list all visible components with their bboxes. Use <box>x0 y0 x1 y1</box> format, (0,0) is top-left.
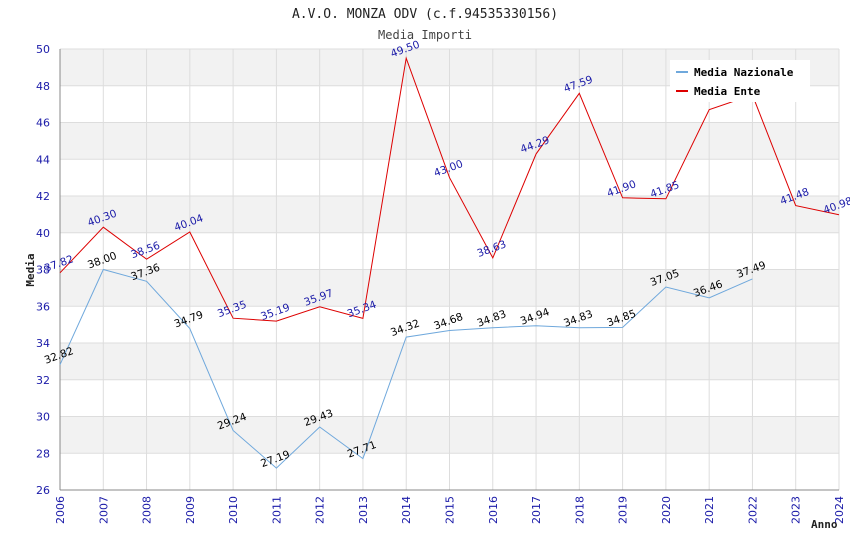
x-tick-label: 2014 <box>400 496 413 524</box>
x-tick-label: 2019 <box>617 496 630 524</box>
x-tick-label: 2013 <box>357 496 370 524</box>
data-label: 38.00 <box>86 250 118 272</box>
data-label: 34.68 <box>432 311 464 333</box>
data-label: 43.00 <box>432 158 464 180</box>
x-tick-label: 2011 <box>270 496 283 524</box>
y-tick-label: 28 <box>36 447 50 460</box>
data-label: 34.83 <box>562 308 594 330</box>
y-tick-label: 34 <box>36 337 50 350</box>
x-tick-label: 2018 <box>573 496 586 524</box>
data-label: 34.83 <box>476 308 508 330</box>
legend-entry: Media Nazionale <box>694 66 794 79</box>
y-tick-label: 30 <box>36 411 50 424</box>
x-tick-label: 2010 <box>227 496 240 524</box>
y-tick-label: 32 <box>36 374 50 387</box>
y-tick-label: 38 <box>36 264 50 277</box>
x-tick-label: 2023 <box>790 496 803 524</box>
chart-subtitle: Media Importi <box>378 28 472 42</box>
legend: Media Nazionale Media Ente <box>670 60 810 102</box>
y-axis-ticks: 26 28 30 32 34 36 38 40 42 44 46 48 50 <box>36 43 50 497</box>
x-tick-label: 2017 <box>530 496 543 524</box>
chart-title: A.V.O. MONZA ODV (c.f.94535330156) <box>292 7 558 22</box>
x-axis-label: Anno <box>811 518 838 531</box>
x-tick-label: 2009 <box>184 496 197 524</box>
x-tick-label: 2016 <box>487 496 500 524</box>
x-tick-label: 2020 <box>660 496 673 524</box>
x-tick-label: 2008 <box>141 496 154 524</box>
y-tick-label: 40 <box>36 227 50 240</box>
y-tick-label: 46 <box>36 117 50 130</box>
data-label: 34.85 <box>605 308 637 330</box>
x-tick-label: 2007 <box>97 496 110 524</box>
x-tick-label: 2021 <box>703 496 716 524</box>
x-tick-label: 2006 <box>54 496 67 524</box>
series-line-media-ente <box>59 56 840 322</box>
y-tick-label: 50 <box>36 43 50 56</box>
data-label: 34.94 <box>519 306 552 328</box>
y-tick-label: 44 <box>36 153 50 166</box>
legend-entry: Media Ente <box>694 85 761 98</box>
y-tick-label: 26 <box>36 484 50 497</box>
y-tick-label: 42 <box>36 190 50 203</box>
axes <box>59 49 839 491</box>
x-tick-label: 2024 <box>833 496 846 524</box>
y-tick-label: 36 <box>36 300 50 313</box>
x-tick-label: 2022 <box>746 496 759 524</box>
y-axis-label: Media <box>24 253 37 286</box>
x-tick-label: 2015 <box>444 496 457 524</box>
y-tick-label: 48 <box>36 80 50 93</box>
x-axis-ticks: 2006 2007 2008 2009 2010 2011 2012 2013 2014 2015… <box>54 496 846 524</box>
series-layer <box>59 56 840 469</box>
x-tick-label: 2012 <box>314 496 327 524</box>
gridlines <box>59 48 840 491</box>
series-line-media-nazionale <box>59 268 753 469</box>
legend-box <box>670 60 810 102</box>
